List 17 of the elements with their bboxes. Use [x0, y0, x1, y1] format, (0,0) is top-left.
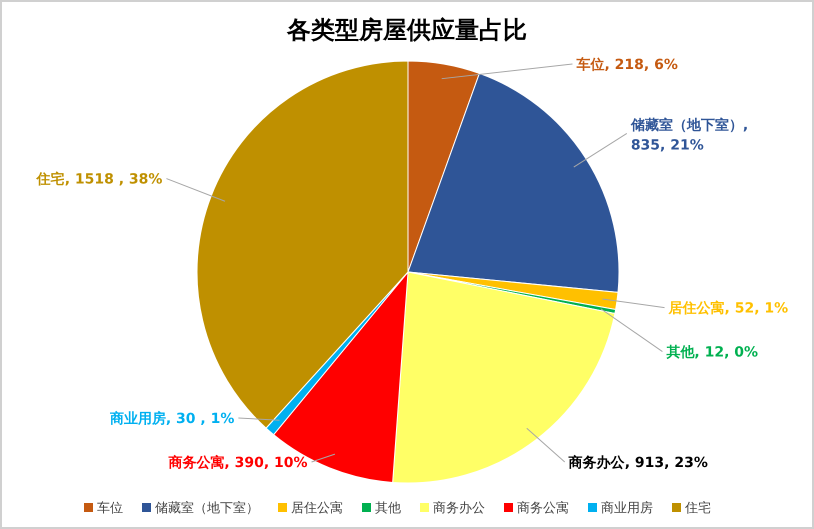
legend-label: 其他 [375, 501, 401, 516]
legend-label: 储藏室（地下室） [155, 500, 259, 516]
legend-label: 商务办公 [433, 501, 485, 516]
data-label: 其他, 12, 0% [665, 344, 758, 361]
data-label: 住宅, 1518 , 38% [36, 170, 162, 188]
data-label: 车位, 218, 6% [575, 56, 678, 73]
data-label: 居住公寓, 52, 1% [668, 300, 788, 317]
data-label: 商业用房, 30 , 1% [108, 410, 234, 427]
legend-label: 商业用房 [601, 500, 653, 516]
legend-label: 车位 [97, 501, 123, 516]
data-label: 储藏室（地下室）, 835, 21% [630, 116, 748, 154]
legend-label: 居住公寓 [291, 500, 343, 516]
data-label: 商务办公, 913, 23% [568, 454, 708, 471]
data-label: 商务公寓, 390, 10% [167, 454, 308, 471]
chart-title: 各类型房屋供应量占比 [286, 16, 527, 44]
legend-label: 住宅 [684, 500, 711, 516]
legend-label: 商务公寓 [517, 500, 569, 516]
